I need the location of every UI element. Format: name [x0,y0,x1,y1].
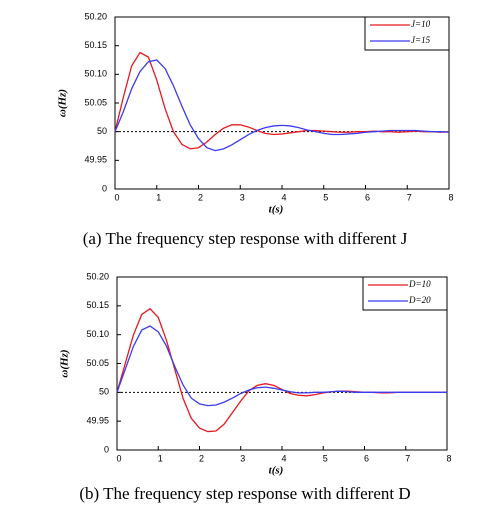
y-axis-label: ω(Hz) [57,89,69,117]
y-tick-label: 0 [102,183,107,193]
y-tick-label: 50.10 [84,69,107,79]
caption: (b) The frequency step response with dif… [79,484,410,503]
x-tick-label: 4 [281,192,286,202]
y-tick-label: 0 [104,444,109,454]
x-tick-label: 2 [198,192,203,202]
y-tick-label: 50 [97,126,107,136]
y-tick-label: 50.15 [84,40,107,50]
x-tick-label: 8 [446,453,451,463]
y-tick-label: 50.05 [84,97,107,107]
x-tick-label: 0 [114,192,119,202]
x-tick-label: 7 [405,453,410,463]
x-tick-label: 4 [281,453,286,463]
y-tick-label: 50.20 [86,271,109,281]
y-tick-label: 50 [99,387,109,397]
x-tick-label: 1 [156,192,161,202]
legend-label: D=10 [408,279,431,289]
legend-label: D=20 [408,295,431,305]
x-tick-label: 3 [240,192,245,202]
y-tick-label: 50.15 [86,300,109,310]
x-tick-label: 0 [116,453,121,463]
y-tick-label: 49.95 [86,416,109,426]
legend-box [364,16,450,51]
x-tick-label: 5 [323,192,328,202]
x-tick-label: 8 [448,192,453,202]
x-axis-label: t(s) [269,465,284,477]
series-line [116,325,447,407]
legend-label: J=10 [411,19,431,29]
caption: (a) The frequency step response with dif… [83,229,408,248]
x-tick-label: 6 [364,453,369,463]
series-line [114,59,450,152]
y-tick-label: 50.10 [86,329,109,339]
x-tick-label: 2 [199,453,204,463]
x-tick-label: 3 [240,453,245,463]
y-tick-label: 50.05 [86,358,109,368]
x-tick-label: 7 [407,192,412,202]
series-line [114,51,450,150]
series-line [116,307,447,433]
y-tick-label: 49.95 [84,155,107,165]
y-axis-label: ω(Hz) [59,349,71,377]
legend-label: J=15 [411,35,431,45]
x-tick-label: 1 [158,453,163,463]
y-tick-label: 50.20 [84,11,107,21]
x-tick-label: 6 [365,192,370,202]
x-tick-label: 5 [323,453,328,463]
x-axis-label: t(s) [269,204,284,216]
legend-box [362,276,448,311]
